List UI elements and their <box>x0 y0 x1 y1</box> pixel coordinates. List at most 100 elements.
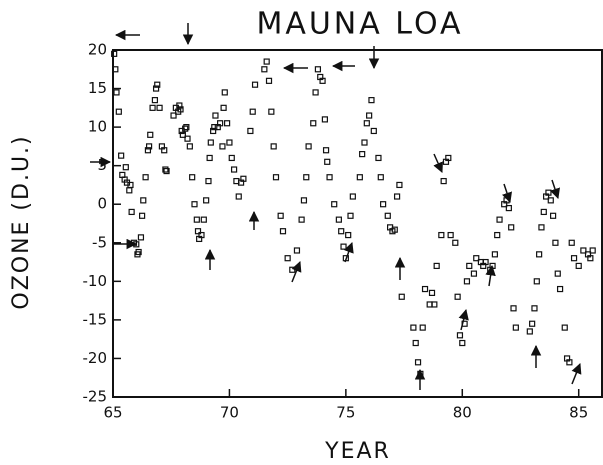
data-point <box>417 370 424 377</box>
data-point <box>361 139 368 146</box>
data-point <box>111 50 118 57</box>
y-tick-label: -15 <box>83 310 108 328</box>
data-point <box>587 255 594 262</box>
data-point <box>536 251 543 258</box>
data-point <box>139 212 146 219</box>
data-point <box>363 120 370 127</box>
data-point <box>324 158 331 165</box>
data-point <box>570 255 578 262</box>
data-point <box>277 212 284 219</box>
data-point <box>126 187 133 194</box>
data-point <box>182 125 189 132</box>
data-point <box>349 193 356 200</box>
data-point <box>186 143 193 150</box>
data-point <box>438 231 445 239</box>
x-tick-label: 65 <box>103 404 122 422</box>
data-point <box>265 77 273 84</box>
data-point <box>305 143 312 150</box>
data-point <box>482 258 489 266</box>
data-point <box>470 270 478 277</box>
data-point <box>191 201 198 208</box>
y-tick-label: 5 <box>97 156 107 174</box>
data-point <box>580 247 587 254</box>
data-point <box>112 66 119 73</box>
data-point <box>217 120 224 127</box>
data-point <box>115 108 122 115</box>
data-point <box>384 212 391 219</box>
data-point <box>366 112 373 119</box>
data-point <box>183 124 190 131</box>
data-point <box>496 216 503 223</box>
data-point <box>428 289 436 296</box>
data-point <box>251 81 259 88</box>
data-point <box>494 231 501 239</box>
data-point <box>149 104 156 111</box>
data-point <box>319 77 326 84</box>
data-point <box>510 305 517 312</box>
data-point <box>375 154 382 162</box>
x-tick-label: 85 <box>569 404 588 422</box>
data-point <box>210 127 217 135</box>
data-point <box>170 112 177 119</box>
data-point <box>561 324 568 331</box>
data-point <box>127 181 134 189</box>
data-point <box>347 212 354 219</box>
data-point <box>540 208 547 216</box>
data-point <box>228 154 235 162</box>
y-tick-label: -10 <box>83 272 108 290</box>
x-axis-label: YEAR <box>324 439 391 464</box>
x-tick-label: 80 <box>453 404 472 422</box>
data-point <box>508 224 515 231</box>
data-point <box>140 197 147 204</box>
data-point <box>249 108 256 115</box>
data-point <box>552 239 559 246</box>
data-point <box>151 97 159 104</box>
y-tick-label: 10 <box>88 118 107 136</box>
y-tick-label: -5 <box>92 233 107 251</box>
data-point <box>549 212 557 219</box>
data-point <box>556 285 564 293</box>
data-point <box>396 181 403 189</box>
data-point <box>240 175 247 182</box>
data-point <box>163 167 170 175</box>
data-point <box>162 166 169 173</box>
data-point <box>152 85 160 92</box>
data-point <box>312 89 319 96</box>
data-point <box>473 255 480 262</box>
data-point <box>300 197 308 204</box>
data-point <box>230 166 238 173</box>
y-tick-label: 20 <box>88 41 107 59</box>
data-point <box>303 174 310 181</box>
data-point <box>377 174 384 181</box>
data-point <box>526 328 533 335</box>
data-point <box>270 143 277 150</box>
data-point <box>207 139 214 146</box>
data-point <box>221 89 228 96</box>
y-tick-label: 0 <box>97 195 107 213</box>
data-point <box>179 131 186 138</box>
data-point <box>489 262 496 270</box>
data-point <box>566 359 573 366</box>
data-point <box>298 216 305 223</box>
data-point <box>200 216 207 223</box>
data-point <box>194 228 202 235</box>
data-point <box>338 228 345 235</box>
data-point <box>393 193 401 200</box>
data-point <box>145 143 153 150</box>
data-point <box>142 174 149 181</box>
data-point <box>161 147 168 154</box>
data-point <box>491 251 498 258</box>
data-point <box>456 332 464 339</box>
data-point <box>220 104 227 111</box>
data-point <box>459 339 466 347</box>
data-point <box>137 234 145 241</box>
data-point <box>122 164 129 171</box>
data-point <box>284 255 291 262</box>
data-point <box>293 247 301 254</box>
y-tick-label: -25 <box>83 388 108 406</box>
data-point <box>463 278 471 285</box>
data-point <box>314 66 322 73</box>
annotation-arrows <box>90 23 582 390</box>
data-point <box>184 135 191 142</box>
data-point <box>391 226 398 233</box>
